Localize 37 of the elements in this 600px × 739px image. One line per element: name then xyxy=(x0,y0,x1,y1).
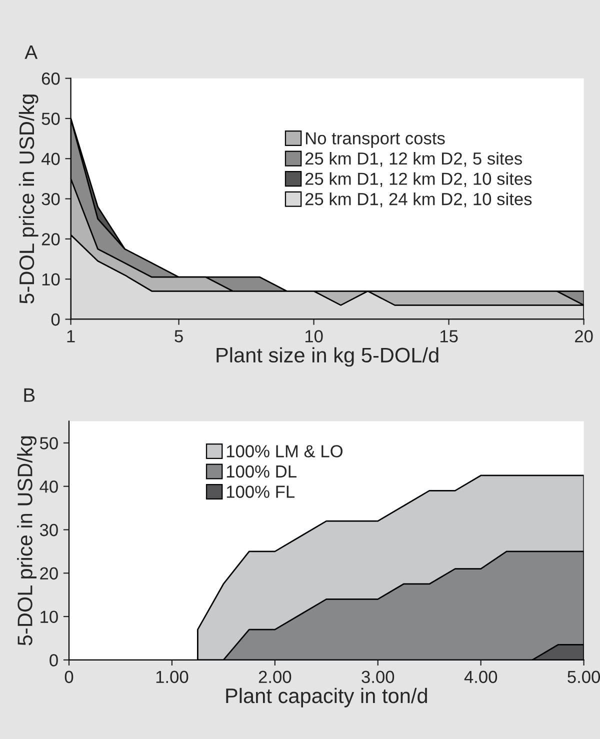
legend-label: 100% DL xyxy=(226,465,296,478)
y-tick-label: 50 xyxy=(42,112,60,125)
legend-label: 100% LM & LO xyxy=(226,445,343,458)
x-tick-label: 1.00 xyxy=(156,670,188,684)
y-tick-label: 60 xyxy=(42,72,60,85)
chart-title: B xyxy=(24,388,35,402)
y-tick-label: 30 xyxy=(42,192,60,206)
legend-label: 100% FL xyxy=(226,486,295,498)
x-tick-label: 10 xyxy=(305,330,323,342)
y-tick-label: 50 xyxy=(40,437,58,450)
x-tick-label: 5 xyxy=(174,330,183,342)
x-tick-label: 4.00 xyxy=(464,670,498,684)
y-tick-label: 10 xyxy=(42,273,60,286)
x-tick-label: 2.00 xyxy=(258,670,292,684)
x-tick-label: 5.00 xyxy=(568,670,600,684)
y-tick-label: 40 xyxy=(41,152,60,166)
legend-label: No transport costs xyxy=(306,132,445,148)
x-tick-label: 1 xyxy=(67,330,75,342)
y-axis-title: 5-DOL price in USD/kg xyxy=(17,436,36,646)
y-axis-title: 5-DOL price in USD/kg xyxy=(18,94,38,304)
x-tick-label: 0 xyxy=(64,670,74,684)
y-tick-label: 20 xyxy=(42,233,60,246)
y-tick-label: 0 xyxy=(51,313,60,326)
x-tick-label: 3.00 xyxy=(362,670,394,684)
y-tick-label: 0 xyxy=(50,654,58,666)
x-tick-label: 20 xyxy=(575,330,593,342)
legend-label: 25 km D1, 24 km D2, 10 sites xyxy=(305,192,532,208)
chart-title: A xyxy=(24,46,38,59)
y-tick-label: 30 xyxy=(40,524,58,536)
y-tick-label: 20 xyxy=(40,567,58,580)
x-axis-title: Plant capacity in ton/d xyxy=(226,688,427,708)
y-tick-label: 10 xyxy=(40,610,58,623)
legend-label: 25 km D1, 12 km D2, 10 sites xyxy=(305,172,532,188)
x-axis-title: Plant size in kg 5-DOL/d xyxy=(216,347,438,367)
legend-label: 25 km D1, 12 km D2, 5 sites xyxy=(305,152,522,167)
y-tick-label: 40 xyxy=(40,480,58,493)
x-tick-label: 15 xyxy=(440,330,458,342)
